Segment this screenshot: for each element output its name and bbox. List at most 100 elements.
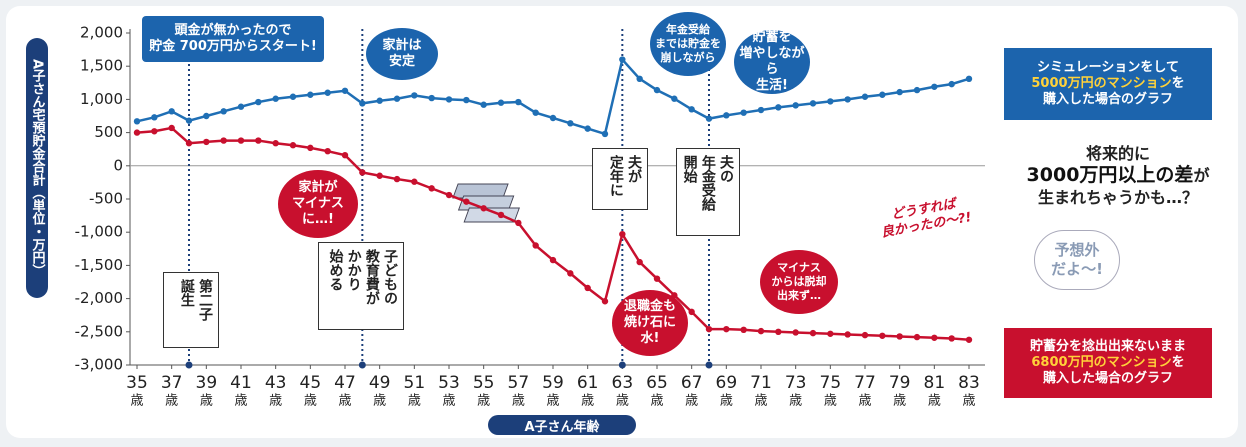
x-tick-label: 63: [612, 373, 634, 393]
annotation-text: 家計が マイナス に…!: [292, 180, 344, 229]
point: [809, 329, 817, 337]
x-tick-label: 69: [716, 373, 738, 393]
annotation: 頭金が無かったので 貯金 700万円からスタート!: [142, 16, 324, 62]
x-tick-label: 79: [889, 373, 911, 393]
x-unit-label: 歳: [338, 394, 351, 409]
point: [948, 80, 955, 88]
point: [359, 169, 366, 176]
annotation-text: 家計は 安定: [382, 38, 421, 71]
annotation-part: 家計は 安定: [382, 37, 422, 69]
x-tick-label: 35: [126, 373, 148, 393]
point: [376, 97, 383, 104]
x-tick-label: 67: [681, 373, 703, 393]
point: [827, 98, 834, 105]
y-tick-label: -1,500: [75, 256, 123, 274]
point: [965, 336, 973, 343]
x-tick-label: 43: [265, 373, 287, 393]
annotation-part: 家計が マイナス に…!: [292, 179, 344, 228]
x-tick-label: 65: [646, 373, 668, 393]
point: [532, 109, 539, 116]
point: [653, 275, 661, 282]
annotation: 将来的に 3000万円以上の差が 生まれちゃうかも…？: [1000, 136, 1236, 216]
point: [307, 91, 314, 98]
y-tick-label: 2,000: [80, 24, 123, 42]
point: [567, 270, 574, 277]
point: [445, 191, 453, 199]
x-unit-label: 歳: [512, 394, 525, 409]
y-axis-label: A子さん宅預貯金合計（単位・万円）: [26, 38, 48, 298]
x-unit-label: 歳: [893, 394, 906, 409]
annotation: 貯蓄分を捻出出来ないまま 6800万円のマンションを 購入した場合のグラフ: [1004, 328, 1212, 398]
annotation: シミュレーションをして 5000万円のマンションを 購入した場合のグラフ: [1004, 48, 1212, 120]
point: [896, 333, 903, 340]
point: [185, 140, 193, 147]
x-tick-label: 47: [334, 373, 356, 393]
point: [636, 75, 643, 83]
y-tick-label: 1,000: [80, 90, 123, 108]
x-tick-label: 39: [196, 373, 218, 393]
event-label: 第二子 誕生: [163, 272, 219, 348]
point: [151, 114, 158, 121]
x-unit-label: 歳: [824, 394, 837, 409]
point: [480, 205, 487, 212]
point: [549, 256, 557, 264]
annotation-text: 貯蓄分を捻出出来ないまま 6800万円のマンションを 購入した場合のグラフ: [1030, 339, 1186, 388]
point: [133, 118, 141, 125]
point: [185, 117, 193, 124]
point: [549, 114, 557, 122]
y-tick-label: -1,000: [75, 223, 123, 241]
point: [965, 75, 973, 83]
annotation-text: 予想外 だよ〜!: [1051, 241, 1103, 279]
point: [827, 330, 834, 337]
y-tick-label: -2,000: [75, 289, 123, 307]
y-tick-label: 0: [113, 156, 123, 174]
point: [705, 115, 713, 122]
annotation-part: マイナス からは脱却 出来ず…: [771, 261, 827, 302]
point: [497, 99, 505, 106]
point: [376, 172, 383, 179]
point: [237, 137, 245, 144]
x-unit-label: 歳: [373, 394, 386, 409]
point: [567, 120, 574, 127]
point: [411, 178, 418, 185]
x-unit-label: 歳: [304, 394, 317, 409]
point: [220, 137, 227, 144]
annotation-text: マイナス からは脱却 出来ず…: [772, 261, 827, 302]
point: [688, 308, 695, 316]
annotation-part: が 生まれちゃうかも…？: [1037, 166, 1210, 207]
annotation-part: 頭金が無かったので 貯金 700万円からスタート!: [149, 22, 317, 54]
point: [792, 329, 799, 336]
point: [879, 91, 886, 98]
x-axis-label: A子さん年齢: [488, 415, 636, 435]
annotation-text: 将来的に 3000万円以上の差が 生まれちゃうかも…？: [1027, 144, 1210, 208]
point: [168, 108, 175, 115]
x-tick-label: 73: [785, 373, 807, 393]
x-tick-label: 75: [820, 373, 842, 393]
series-line: [136, 56, 970, 136]
annotation-part: どうすれば 良かったの〜?!: [879, 196, 973, 241]
point: [515, 98, 522, 106]
annotation-text: 年金受給 までは貯金を 崩しながら: [655, 23, 721, 64]
point: [289, 142, 297, 149]
x-tick-label: 81: [924, 373, 946, 393]
point: [809, 100, 817, 107]
event-dot: [705, 361, 713, 369]
point: [289, 93, 297, 100]
point: [463, 96, 470, 104]
event-dot: [618, 361, 626, 369]
point: [688, 106, 695, 113]
x-tick-label: 49: [369, 373, 391, 393]
x-tick-label: 77: [854, 373, 876, 393]
x-unit-label: 歳: [858, 394, 871, 409]
annotation-part: 予想外 だよ〜!: [1051, 241, 1103, 278]
point: [931, 334, 938, 341]
point: [532, 242, 539, 249]
point: [428, 185, 435, 192]
point: [653, 86, 661, 94]
point: [272, 95, 279, 102]
point: [792, 102, 799, 109]
annotation-part: 6800万円のマンション: [1031, 354, 1172, 370]
annotation-part: 貯蓄を 増やしながら 生活!: [739, 29, 805, 94]
point: [896, 88, 903, 96]
annotation: 家計は 安定: [366, 28, 438, 80]
